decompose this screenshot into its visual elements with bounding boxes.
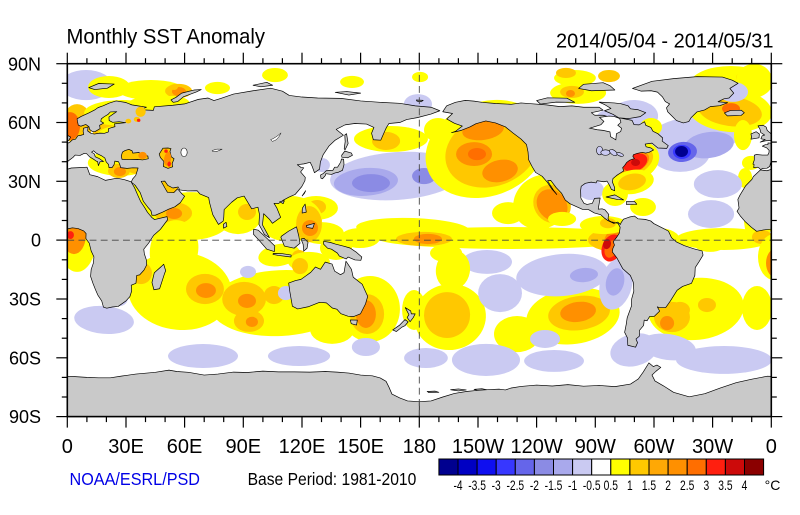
svg-text:NOAA/ESRL/PSD: NOAA/ESRL/PSD — [70, 469, 201, 489]
svg-text:0: 0 — [766, 436, 777, 458]
svg-text:150W: 150W — [452, 436, 504, 458]
svg-text:120W: 120W — [510, 436, 562, 458]
svg-text:4: 4 — [742, 478, 748, 493]
svg-text:-3: -3 — [492, 478, 501, 493]
svg-text:90E: 90E — [226, 436, 262, 458]
svg-text:3: 3 — [703, 478, 709, 493]
svg-text:Base Period: 1981-2010: Base Period: 1981-2010 — [248, 469, 417, 489]
svg-text:-3.5: -3.5 — [468, 478, 486, 493]
svg-text:0: 0 — [62, 436, 73, 458]
svg-text:°C: °C — [765, 477, 781, 493]
svg-text:2.5: 2.5 — [680, 478, 694, 493]
svg-text:0.5: 0.5 — [604, 478, 618, 493]
svg-text:-2: -2 — [530, 478, 539, 493]
svg-text:-2.5: -2.5 — [506, 478, 524, 493]
svg-text:90S: 90S — [9, 407, 41, 427]
svg-text:30E: 30E — [108, 436, 144, 458]
svg-text:2: 2 — [665, 478, 671, 493]
svg-text:-1: -1 — [568, 478, 577, 493]
svg-text:1: 1 — [627, 478, 633, 493]
svg-text:-4: -4 — [453, 478, 462, 493]
svg-text:-0.5: -0.5 — [583, 478, 601, 493]
svg-text:60N: 60N — [8, 113, 41, 133]
svg-text:120E: 120E — [279, 436, 326, 458]
svg-text:-1.5: -1.5 — [545, 478, 563, 493]
svg-text:30N: 30N — [8, 172, 41, 192]
svg-text:60S: 60S — [9, 348, 41, 368]
svg-text:180: 180 — [403, 436, 436, 458]
svg-text:Monthly SST Anomaly: Monthly SST Anomaly — [67, 25, 266, 48]
svg-text:1.5: 1.5 — [642, 478, 656, 493]
svg-text:60E: 60E — [167, 436, 203, 458]
svg-text:30W: 30W — [692, 436, 733, 458]
svg-text:30S: 30S — [9, 290, 41, 310]
svg-text:2014/05/04 - 2014/05/31: 2014/05/04 - 2014/05/31 — [556, 30, 774, 52]
svg-text:60W: 60W — [633, 436, 674, 458]
svg-text:90W: 90W — [575, 436, 616, 458]
svg-text:3.5: 3.5 — [718, 478, 732, 493]
svg-text:0: 0 — [31, 231, 41, 251]
svg-text:90N: 90N — [8, 54, 41, 74]
svg-text:150E: 150E — [337, 436, 384, 458]
